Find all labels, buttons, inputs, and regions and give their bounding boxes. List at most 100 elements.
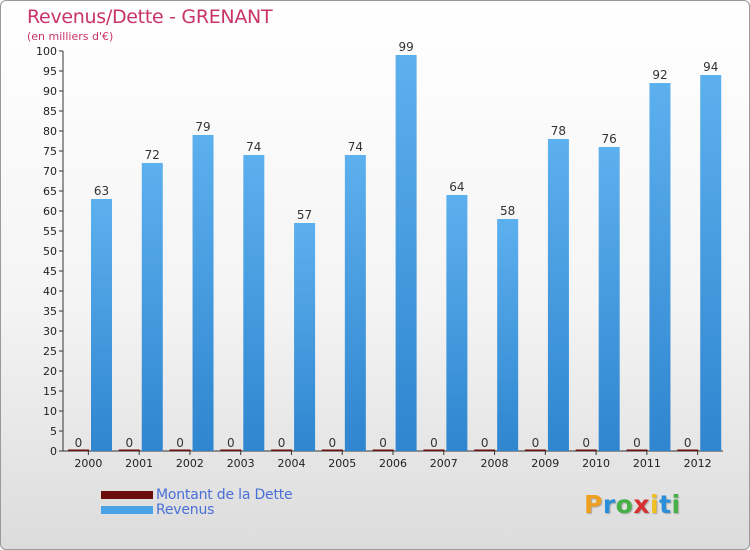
data-label-revenus: 72 xyxy=(145,148,160,162)
data-label-dette: 0 xyxy=(75,436,83,450)
data-label-dette: 0 xyxy=(176,436,184,450)
data-label-revenus: 74 xyxy=(246,140,261,154)
bar-dette xyxy=(118,449,140,451)
y-tick-label: 70 xyxy=(43,165,57,178)
bar-revenus xyxy=(395,55,417,451)
bar-dette xyxy=(220,449,242,451)
data-label-dette: 0 xyxy=(227,436,235,450)
chart-subtitle: (en milliers d'€) xyxy=(27,30,114,43)
legend-swatch-revenus xyxy=(101,506,153,514)
bar-revenus xyxy=(192,135,214,451)
data-label-dette: 0 xyxy=(379,436,387,450)
data-label-dette: 0 xyxy=(125,436,133,450)
x-tick-label: 2007 xyxy=(430,457,458,470)
bar-revenus xyxy=(598,147,620,451)
y-tick-label: 10 xyxy=(43,405,57,418)
data-label-revenus: 94 xyxy=(703,60,718,74)
bar-revenus xyxy=(91,199,112,451)
legend-label-dette: Montant de la Dette xyxy=(156,487,293,503)
data-label-dette: 0 xyxy=(633,436,641,450)
bar-dette xyxy=(677,449,699,451)
data-label-revenus: 74 xyxy=(348,140,363,154)
data-label-dette: 0 xyxy=(329,436,337,450)
legend-item-revenus[interactable]: Revenus xyxy=(101,502,214,518)
y-tick-label: 100 xyxy=(36,45,57,58)
bar-dette xyxy=(169,449,191,451)
x-tick-label: 2001 xyxy=(125,457,153,470)
legend-item-dette[interactable]: Montant de la Dette xyxy=(101,487,293,503)
bar-dette xyxy=(626,449,648,451)
y-tick-label: 15 xyxy=(43,385,57,398)
data-label-dette: 0 xyxy=(582,436,590,450)
bar-dette xyxy=(474,449,496,451)
brand-letter: x xyxy=(633,490,650,519)
y-tick-label: 50 xyxy=(43,245,57,258)
chart-title: Revenus/Dette - GRENANT xyxy=(27,6,273,28)
y-tick-label: 20 xyxy=(43,365,57,378)
x-tick-label: 2010 xyxy=(582,457,610,470)
proxiti-logo: Proxiti xyxy=(584,490,681,519)
bar-revenus xyxy=(294,223,316,451)
bar-dette xyxy=(423,449,445,451)
y-tick-label: 85 xyxy=(43,105,57,118)
y-tick-label: 40 xyxy=(43,285,57,298)
data-label-dette: 0 xyxy=(278,436,286,450)
data-label-dette: 0 xyxy=(481,436,489,450)
x-tick-label: 2004 xyxy=(277,457,305,470)
y-tick-label: 55 xyxy=(43,225,57,238)
y-tick-label: 35 xyxy=(43,305,57,318)
y-tick-label: 25 xyxy=(43,345,57,358)
bar-revenus xyxy=(497,219,519,451)
data-label-revenus: 79 xyxy=(195,120,210,134)
data-label-dette: 0 xyxy=(684,436,692,450)
brand-letter: r xyxy=(602,490,616,519)
y-tick-label: 65 xyxy=(43,185,57,198)
data-label-revenus: 76 xyxy=(602,132,617,146)
x-tick-label: 2008 xyxy=(481,457,509,470)
data-label-revenus: 64 xyxy=(449,180,464,194)
x-tick-label: 2011 xyxy=(633,457,661,470)
bar-revenus xyxy=(446,195,468,451)
y-tick-label: 45 xyxy=(43,265,57,278)
bar-revenus xyxy=(141,163,163,451)
y-tick-label: 95 xyxy=(43,65,57,78)
x-tick-label: 2012 xyxy=(684,457,712,470)
y-tick-label: 75 xyxy=(43,145,57,158)
x-tick-label: 2009 xyxy=(531,457,559,470)
brand-letter: P xyxy=(584,490,603,519)
x-tick-label: 2000 xyxy=(74,457,102,470)
data-label-revenus: 92 xyxy=(652,68,667,82)
bar-revenus xyxy=(547,139,569,451)
bar-dette xyxy=(271,449,293,451)
data-label-revenus: 57 xyxy=(297,208,312,222)
y-tick-label: 90 xyxy=(43,85,57,98)
data-label-revenus: 99 xyxy=(398,40,413,54)
bar-revenus xyxy=(700,75,722,451)
y-tick-label: 60 xyxy=(43,205,57,218)
legend-label-revenus: Revenus xyxy=(156,502,215,518)
data-label-revenus: 78 xyxy=(551,124,566,138)
bar-revenus xyxy=(649,83,671,451)
bar-dette xyxy=(524,449,546,451)
legend-swatch-dette xyxy=(101,491,153,499)
y-tick-label: 80 xyxy=(43,125,57,138)
bar-dette xyxy=(372,449,394,451)
brand-letter: t xyxy=(659,490,672,519)
data-label-dette: 0 xyxy=(430,436,438,450)
bar-revenus xyxy=(344,155,366,451)
bar-dette xyxy=(575,449,597,451)
bar-revenus xyxy=(243,155,265,451)
x-tick-label: 2002 xyxy=(176,457,204,470)
data-label-revenus: 63 xyxy=(94,184,109,198)
brand-letter: i xyxy=(650,490,660,519)
data-label-revenus: 58 xyxy=(500,204,515,218)
y-tick-label: 5 xyxy=(50,425,57,438)
x-tick-label: 2005 xyxy=(328,457,356,470)
data-label-dette: 0 xyxy=(532,436,540,450)
brand-letter: o xyxy=(615,490,634,519)
bar-dette xyxy=(321,449,343,451)
y-tick-label: 0 xyxy=(50,445,57,458)
bar-dette xyxy=(68,449,89,451)
